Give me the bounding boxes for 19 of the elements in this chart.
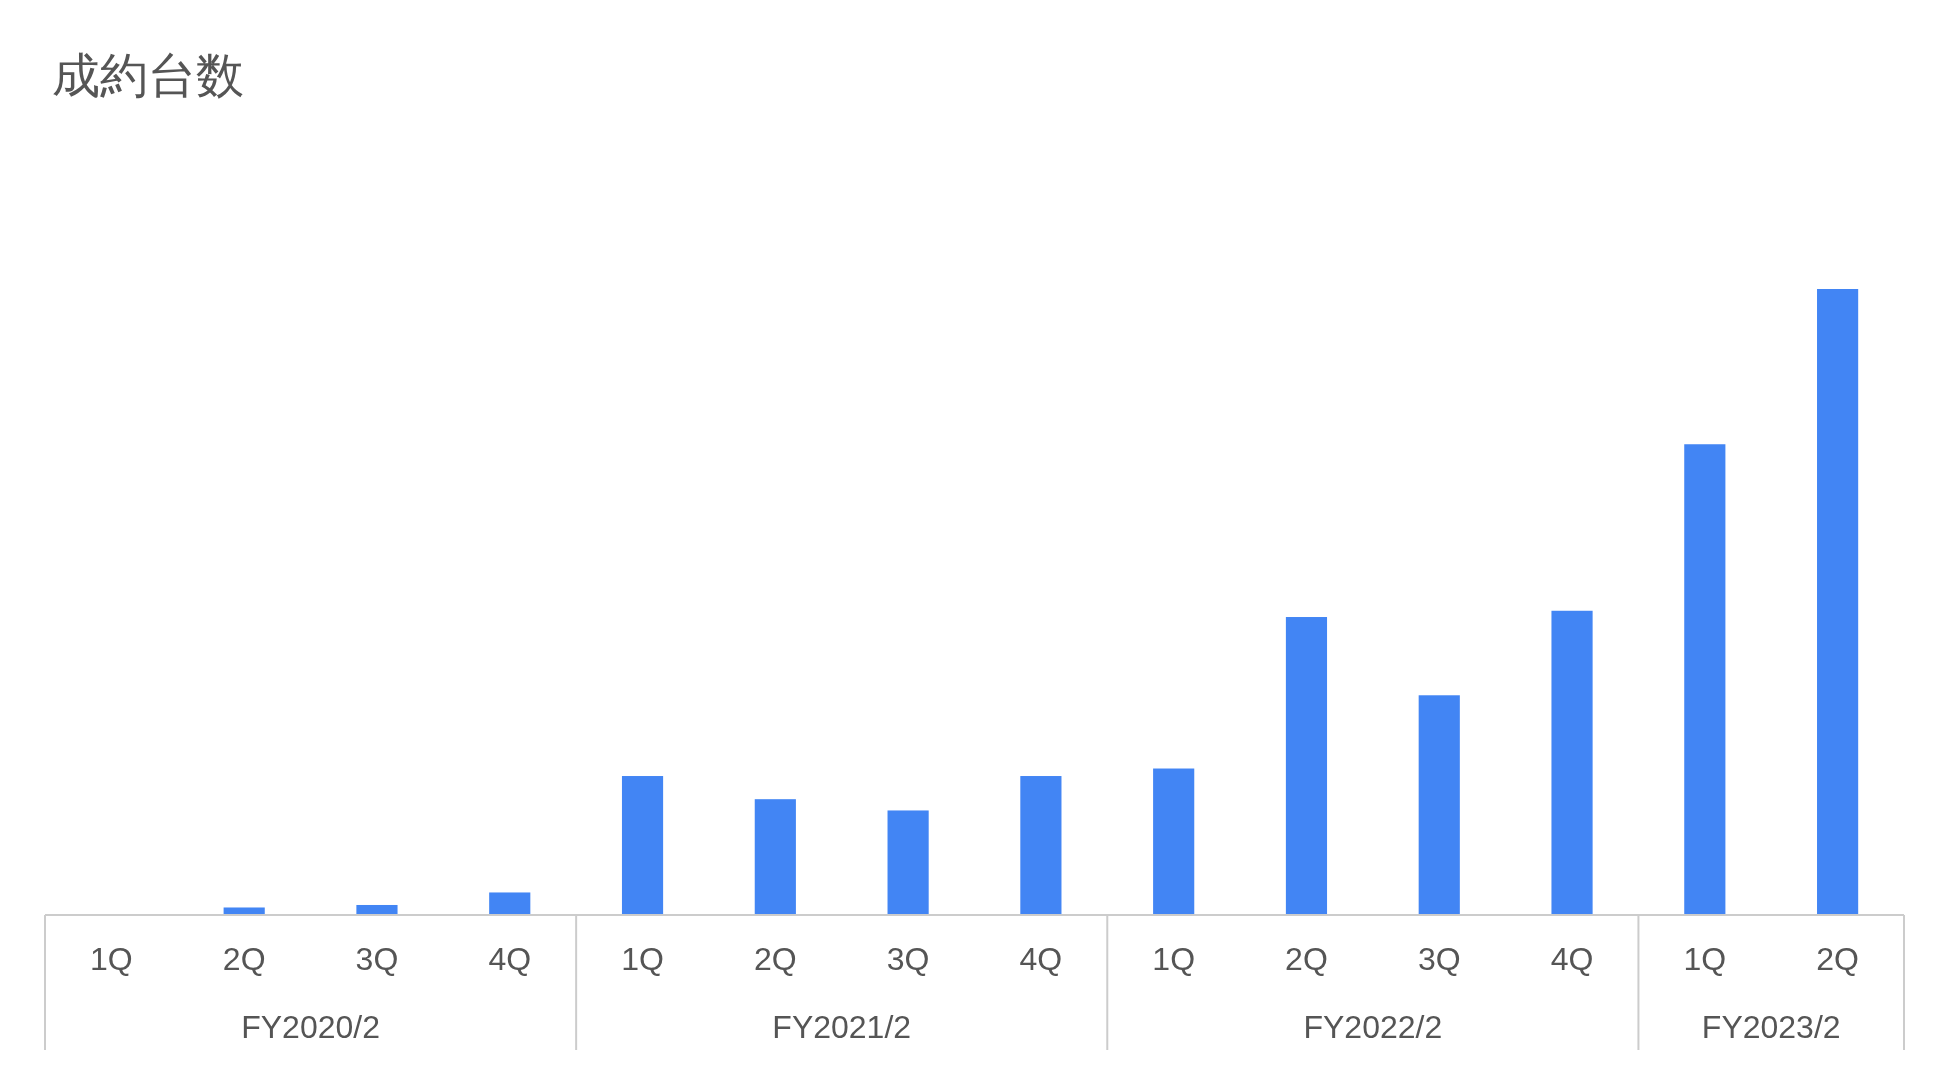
x-tick-label: 4Q	[488, 941, 532, 977]
x-tick-label: 2Q	[1285, 941, 1328, 977]
x-tick-label: 1Q	[1152, 941, 1196, 977]
x-tick-label: 3Q	[886, 941, 930, 977]
text: FY2023/2	[1701, 1009, 1841, 1045]
text: FY2021/2	[772, 1009, 912, 1045]
x-tick-label: 2Q	[753, 941, 797, 977]
text: FY2020/2	[241, 1009, 380, 1045]
x-tick-label: 1Q	[1683, 941, 1727, 977]
x-tick-label: 4Q	[1550, 941, 1594, 977]
x-tick-label: 2Q	[1816, 941, 1859, 977]
x-tick-label: 2Q	[222, 941, 266, 977]
x-tick-label: 3Q	[1417, 941, 1461, 977]
text: FY2022/2	[1303, 1009, 1443, 1045]
x-tick-label: 1Q	[90, 941, 133, 977]
title: 成約台数	[52, 49, 244, 102]
x-tick-label: 1Q	[621, 941, 664, 977]
x-tick-label: 3Q	[355, 941, 399, 977]
x-tick-label: 4Q	[1019, 941, 1063, 977]
